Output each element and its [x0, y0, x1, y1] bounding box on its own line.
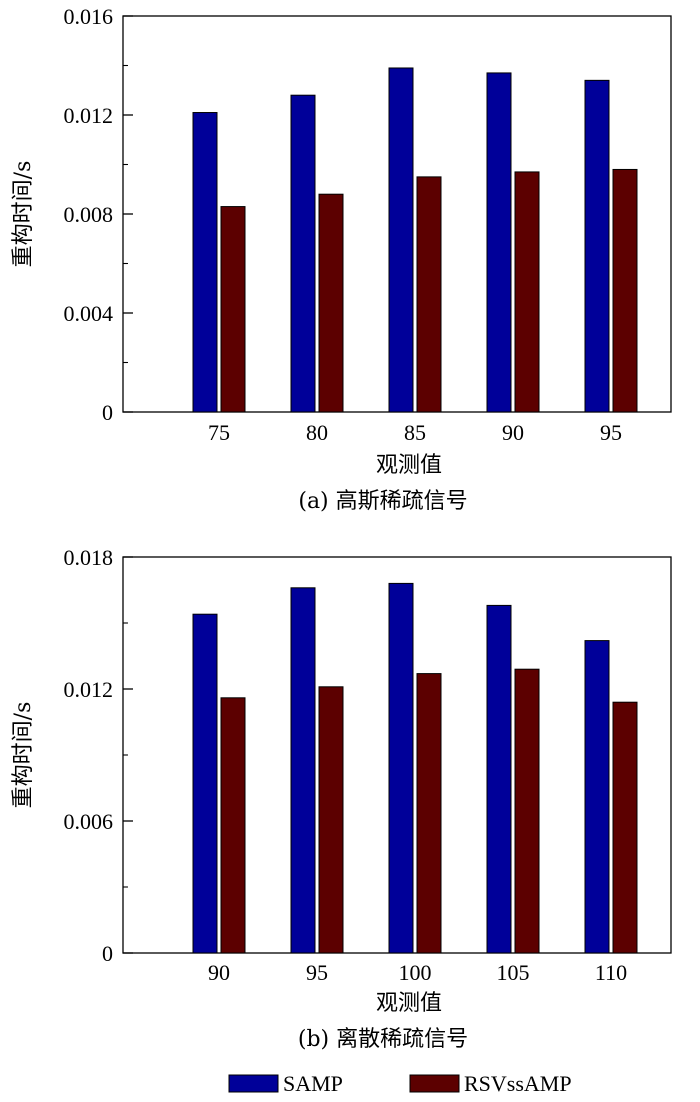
y-tick-label: 0 [102, 941, 113, 966]
y-axis-title: 重构时间/s [11, 702, 36, 809]
chart-caption: (a) 高斯稀疏信号 [298, 489, 467, 514]
bar-samp [290, 94, 316, 413]
x-tick-label: 95 [600, 420, 622, 445]
bar-rsvssamp [514, 171, 540, 413]
bar-samp [584, 640, 610, 954]
bar-rsvssamp [220, 206, 246, 413]
y-tick-label: 0.006 [64, 809, 114, 834]
y-tick-label: 0.018 [64, 545, 114, 570]
x-axis-title: 观测值 [376, 991, 442, 1016]
legend-swatch-samp [228, 1074, 279, 1093]
legend-label-samp: SAMP [283, 1071, 343, 1096]
x-tick-label: 80 [306, 420, 328, 445]
y-tick-label: 0.008 [64, 202, 114, 227]
bar-samp [486, 72, 512, 413]
x-tick-label: 75 [208, 420, 230, 445]
bar-samp [388, 582, 414, 954]
y-tick-label: 0 [102, 400, 113, 425]
x-tick-label: 110 [595, 960, 627, 985]
x-tick-label: 90 [208, 960, 230, 985]
bar-rsvssamp [514, 668, 540, 954]
y-tick-label: 0.012 [64, 677, 114, 702]
chart-a: 0 0.004 0.008 0.012 0.016 75 80 85 90 95 观测值 重构时间/s… [11, 4, 672, 514]
bar-rsvssamp [612, 168, 638, 413]
x-axis-title: 观测值 [376, 453, 442, 478]
x-tick-label: 90 [502, 420, 524, 445]
bar-rsvssamp [416, 673, 442, 954]
legend-label-rsvssamp: RSVssAMP [464, 1071, 572, 1096]
bar-samp [584, 79, 610, 413]
bar-rsvssamp [318, 686, 344, 954]
bar-samp [192, 112, 218, 413]
bar-samp [290, 587, 316, 954]
x-tick-label: 85 [404, 420, 426, 445]
bar-rsvssamp [612, 701, 638, 954]
y-tick-label: 0.004 [64, 301, 114, 326]
x-tick-label: 95 [306, 960, 328, 985]
x-tick-label: 100 [399, 960, 432, 985]
legend-swatch-rsvssamp [409, 1074, 460, 1093]
chart-b: 0 0.006 0.012 0.018 90 95 100 105 110 观测值 重构时间/s (b… [11, 545, 672, 1052]
y-tick-label: 0.016 [64, 4, 114, 29]
chart-caption: (b) 离散稀疏信号 [298, 1027, 468, 1052]
x-tick-label: 105 [497, 960, 530, 985]
bar-samp [388, 67, 414, 413]
legend: SAMP RSVssAMP [228, 1071, 572, 1096]
bar-rsvssamp [220, 697, 246, 954]
bar-samp [486, 604, 512, 954]
bar-rsvssamp [416, 176, 442, 413]
bar-samp [192, 613, 218, 954]
y-axis-title: 重构时间/s [11, 161, 36, 268]
bar-rsvssamp [318, 193, 344, 413]
y-tick-label: 0.012 [64, 103, 114, 128]
